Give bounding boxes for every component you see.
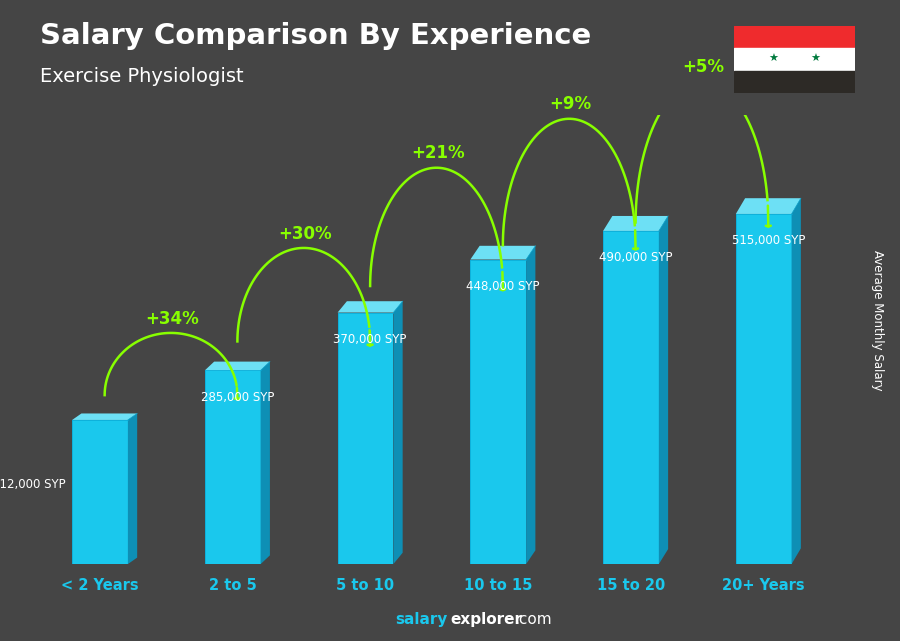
Text: +30%: +30% <box>278 224 332 242</box>
Text: ★: ★ <box>810 54 820 64</box>
Polygon shape <box>338 313 393 564</box>
Text: +9%: +9% <box>550 96 591 113</box>
Bar <box>734 71 855 93</box>
Text: 212,000 SYP: 212,000 SYP <box>0 478 66 491</box>
Text: +5%: +5% <box>682 58 725 76</box>
Text: salary: salary <box>395 612 447 627</box>
Text: 448,000 SYP: 448,000 SYP <box>466 280 540 293</box>
Text: +34%: +34% <box>146 310 199 328</box>
Polygon shape <box>526 246 536 564</box>
Polygon shape <box>261 362 270 564</box>
Text: Salary Comparison By Experience: Salary Comparison By Experience <box>40 22 592 51</box>
Bar <box>734 26 855 48</box>
Polygon shape <box>72 420 128 564</box>
Polygon shape <box>205 370 261 564</box>
Text: 515,000 SYP: 515,000 SYP <box>732 235 805 247</box>
Polygon shape <box>393 301 402 564</box>
Polygon shape <box>736 214 792 564</box>
Text: +21%: +21% <box>411 144 464 162</box>
Bar <box>734 48 855 71</box>
Polygon shape <box>128 413 137 564</box>
Polygon shape <box>736 198 801 214</box>
Polygon shape <box>72 413 137 420</box>
Text: ★: ★ <box>769 54 778 64</box>
Text: 370,000 SYP: 370,000 SYP <box>333 333 407 346</box>
Text: .com: .com <box>515 612 553 627</box>
Text: explorer: explorer <box>450 612 522 627</box>
Polygon shape <box>205 362 270 370</box>
Polygon shape <box>471 260 526 564</box>
Polygon shape <box>792 198 801 564</box>
Polygon shape <box>603 216 668 231</box>
Text: 285,000 SYP: 285,000 SYP <box>201 391 274 404</box>
Text: Exercise Physiologist: Exercise Physiologist <box>40 67 244 87</box>
Polygon shape <box>471 246 536 260</box>
Polygon shape <box>659 216 668 564</box>
Text: 490,000 SYP: 490,000 SYP <box>598 251 672 264</box>
Polygon shape <box>338 301 402 313</box>
Text: Average Monthly Salary: Average Monthly Salary <box>871 250 884 391</box>
Polygon shape <box>603 231 659 564</box>
